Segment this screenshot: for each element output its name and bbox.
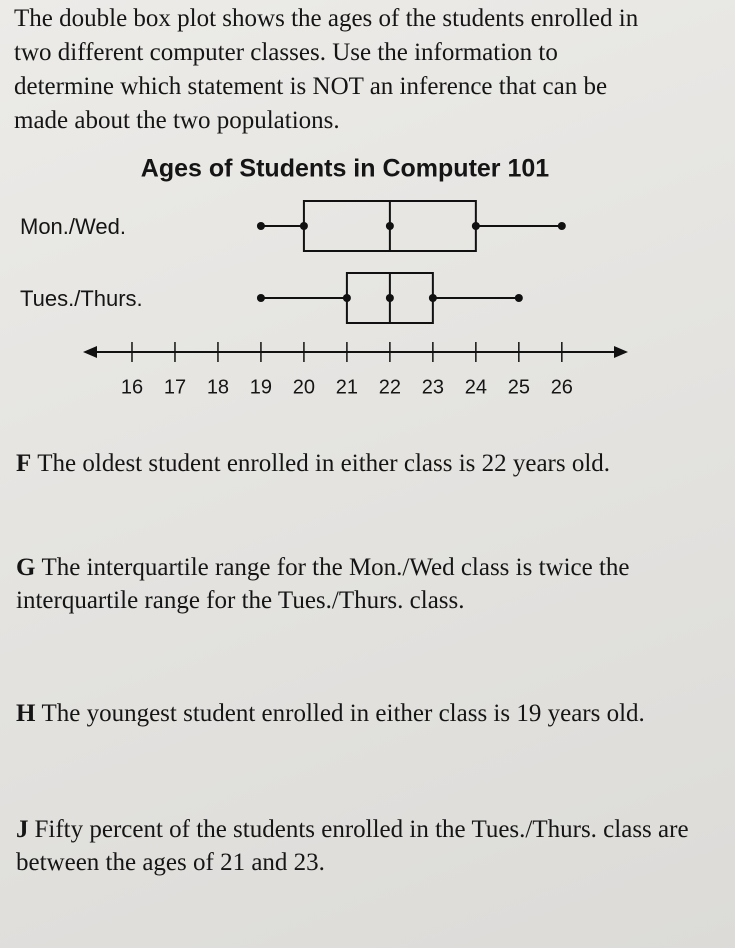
option-text: The interquartile range for the Mon./Wed… bbox=[16, 554, 630, 614]
option-text: The youngest student enrolled in either … bbox=[41, 700, 645, 727]
axis-arrow bbox=[83, 346, 97, 358]
row-label: Mon./Wed. bbox=[20, 214, 126, 239]
point bbox=[385, 294, 394, 302]
question: The double box plot shows the ages of th… bbox=[14, 5, 639, 134]
option: G The interquartile range for the Mon./We… bbox=[16, 551, 646, 617]
point bbox=[342, 294, 351, 302]
point bbox=[514, 294, 523, 302]
option: H The youngest student enrolled in either… bbox=[16, 697, 656, 730]
x-tick-label: 26 bbox=[551, 376, 573, 398]
x-tick-label: 19 bbox=[250, 376, 272, 398]
point bbox=[256, 294, 265, 302]
x-tick-label: 22 bbox=[379, 376, 401, 398]
option-text: Fifty percent of the students enrolled i… bbox=[16, 816, 689, 876]
x-tick-label: 17 bbox=[164, 376, 186, 398]
row-label: Tues./Thurs. bbox=[20, 286, 143, 311]
point bbox=[471, 222, 480, 230]
x-tick-label: 20 bbox=[293, 376, 315, 398]
point bbox=[557, 222, 566, 230]
chart-title: Ages of Students in Computer 101 bbox=[141, 155, 549, 183]
x-tick-label: 21 bbox=[336, 376, 358, 398]
option-letter: J bbox=[16, 816, 29, 843]
x-tick-label: 16 bbox=[121, 376, 143, 398]
option-text: The oldest student enrolled in either cl… bbox=[37, 450, 611, 477]
option-letter: G bbox=[16, 554, 36, 581]
option-letter: H bbox=[16, 700, 36, 727]
x-tick-label: 18 bbox=[207, 376, 229, 398]
x-tick-label: 24 bbox=[465, 376, 487, 398]
option-letter: F bbox=[16, 450, 32, 477]
point bbox=[299, 222, 308, 230]
box-plot: Ages of Students in Computer 101 16 17 18 1… bbox=[20, 155, 628, 398]
point bbox=[256, 222, 265, 230]
option: F The oldest student enrolled in either c… bbox=[16, 447, 676, 480]
point bbox=[385, 222, 394, 230]
axis-arrow bbox=[614, 346, 628, 358]
point bbox=[428, 294, 437, 302]
x-tick-label: 25 bbox=[508, 376, 530, 398]
x-tick-label: 23 bbox=[422, 376, 444, 398]
option: J Fifty percent of the students enrolled … bbox=[16, 813, 706, 879]
